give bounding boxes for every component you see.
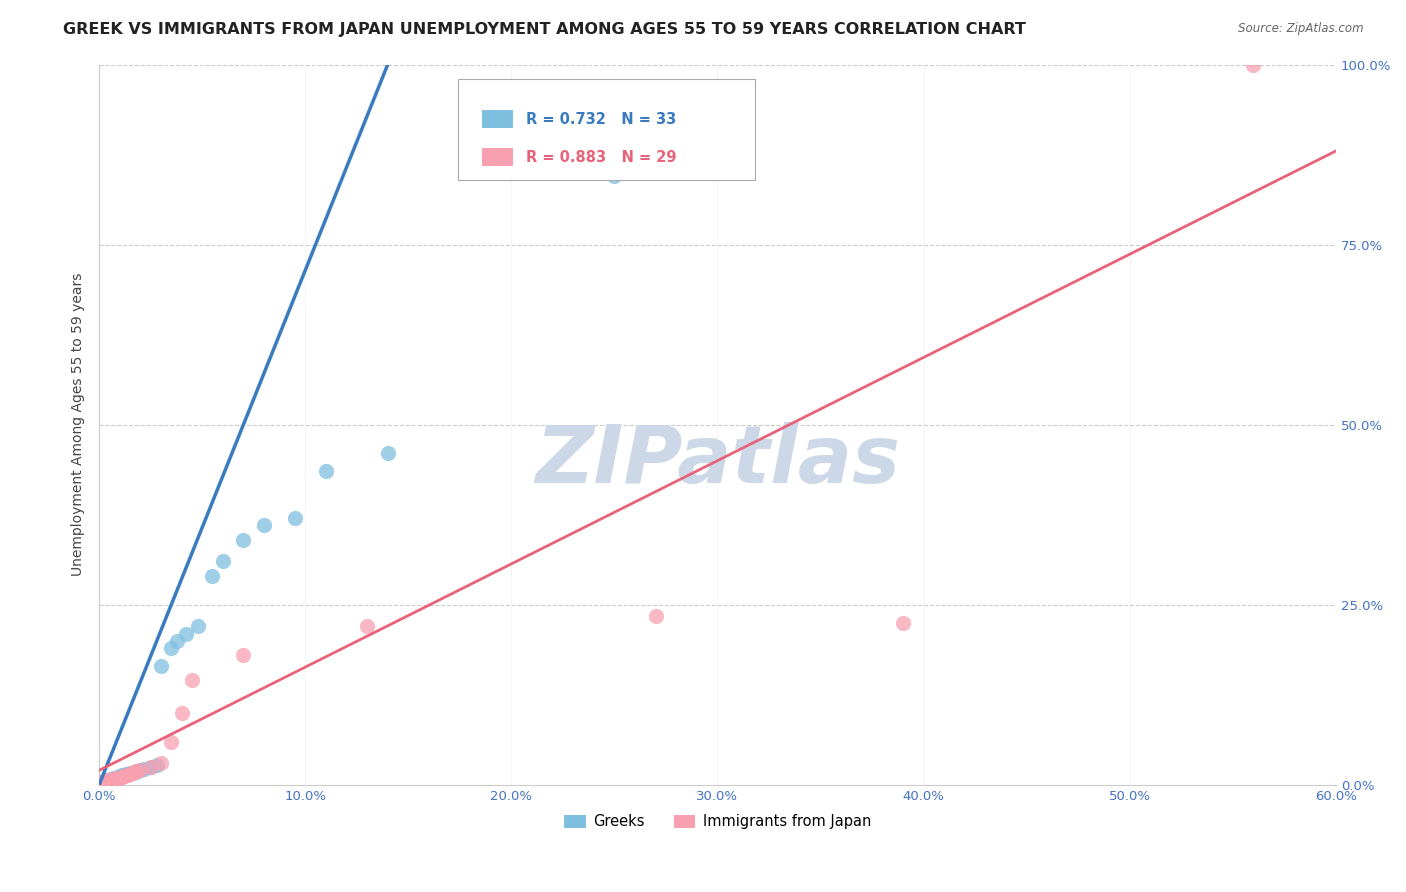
Point <box>232 648 254 662</box>
Point <box>107 770 129 784</box>
Point <box>149 756 172 771</box>
Point <box>91 774 114 789</box>
Point <box>118 767 141 781</box>
Point <box>139 760 162 774</box>
Point <box>111 768 134 782</box>
Point <box>125 764 148 778</box>
Point <box>103 772 125 786</box>
Point <box>174 626 197 640</box>
Point <box>104 771 127 785</box>
Point <box>122 764 145 779</box>
Point <box>100 772 122 787</box>
Point <box>160 734 183 748</box>
Point <box>170 706 193 720</box>
Point <box>356 619 378 633</box>
Legend: Greeks, Immigrants from Japan: Greeks, Immigrants from Japan <box>558 808 877 835</box>
Text: GREEK VS IMMIGRANTS FROM JAPAN UNEMPLOYMENT AMONG AGES 55 TO 59 YEARS CORRELATIO: GREEK VS IMMIGRANTS FROM JAPAN UNEMPLOYM… <box>63 22 1026 37</box>
Point <box>121 765 143 780</box>
Point <box>108 771 131 785</box>
Point <box>134 762 156 776</box>
Point <box>121 766 143 780</box>
Point <box>98 772 121 787</box>
Point <box>891 615 914 630</box>
Point <box>118 766 141 780</box>
Point <box>603 169 626 184</box>
Point <box>117 767 139 781</box>
Point <box>111 770 134 784</box>
Text: R = 0.732   N = 33: R = 0.732 N = 33 <box>526 112 676 127</box>
Text: Source: ZipAtlas.com: Source: ZipAtlas.com <box>1239 22 1364 36</box>
Point <box>103 771 125 785</box>
Point <box>125 764 148 779</box>
Point <box>1241 57 1264 71</box>
Point <box>187 619 209 633</box>
Point <box>115 767 138 781</box>
Text: ZIPatlas: ZIPatlas <box>534 422 900 500</box>
Point <box>284 511 307 525</box>
Point <box>98 772 121 787</box>
Point <box>96 773 118 788</box>
Point <box>149 659 172 673</box>
Point <box>211 554 233 568</box>
Point <box>100 772 122 786</box>
Point <box>117 767 139 781</box>
Point <box>377 446 399 460</box>
Point <box>232 533 254 547</box>
Point <box>96 773 118 788</box>
Point <box>112 767 135 781</box>
Y-axis label: Unemployment Among Ages 55 to 59 years: Unemployment Among Ages 55 to 59 years <box>72 273 86 576</box>
Point <box>108 769 131 783</box>
Point <box>94 774 117 789</box>
Point <box>90 775 112 789</box>
Point <box>166 633 188 648</box>
Point <box>112 769 135 783</box>
Point <box>315 465 337 479</box>
Point <box>139 760 162 774</box>
Point <box>103 772 125 786</box>
Text: R = 0.883   N = 29: R = 0.883 N = 29 <box>526 150 676 164</box>
Point <box>107 771 129 785</box>
Point <box>129 764 152 778</box>
Point <box>146 757 169 772</box>
Point <box>644 608 666 623</box>
Bar <box>482 148 513 166</box>
Point <box>201 569 224 583</box>
Bar <box>482 110 513 128</box>
Point <box>160 640 183 655</box>
Point <box>180 673 202 688</box>
Point <box>94 774 117 789</box>
Point <box>115 768 138 782</box>
FancyBboxPatch shape <box>458 79 755 180</box>
Point <box>129 764 152 778</box>
Point <box>104 771 127 785</box>
Point <box>253 518 276 533</box>
